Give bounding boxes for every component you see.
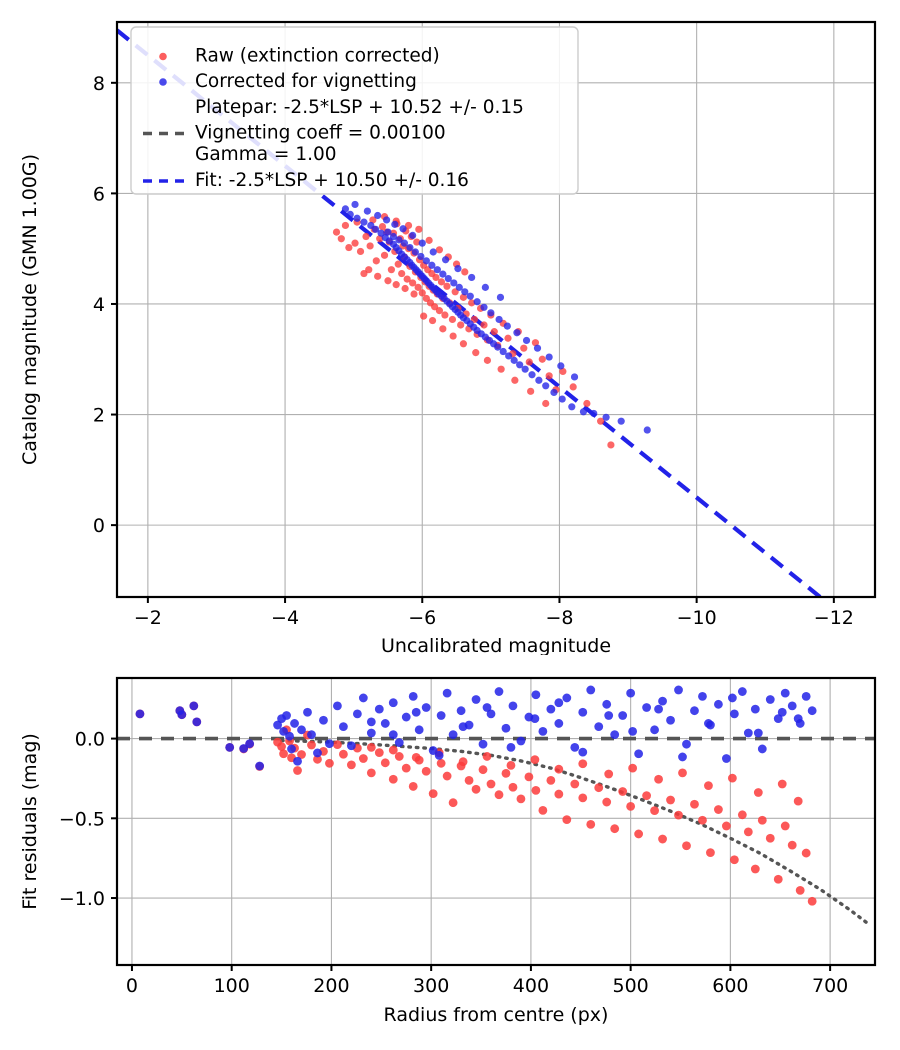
legend-label: Gamma = 1.00	[195, 144, 337, 165]
y-tick-label: 6	[93, 183, 105, 205]
x-tick-label: 400	[513, 975, 549, 997]
legend-label: Corrected for vignetting	[195, 71, 417, 92]
x-tick-label: 100	[214, 975, 250, 997]
top-axes-frame	[115, 20, 877, 599]
x-tick-label: −10	[677, 607, 717, 629]
legend-marker-raw	[159, 52, 167, 61]
magnitude-calibration-plot: −2 −4 −6 −8 −10 −12 0 2 4 6 8 Uncalibrated magnitud…	[19, 20, 877, 655]
y-tick-label: 8	[93, 73, 105, 95]
bottom-panel-svg: 0 100 200 300 400 500 600 700 0.0 −0.5 −1.0 Radius …	[19, 676, 877, 1026]
vignetting-model-curve	[279, 738, 872, 927]
x-tick-label: 600	[712, 975, 748, 997]
top-xlabel: Uncalibrated magnitude	[381, 635, 611, 655]
legend-label: Platepar: -2.5*LSP + 10.52 +/- 0.15	[195, 97, 524, 118]
residual-series-corrected	[135, 685, 817, 771]
bottom-gridlines	[117, 678, 875, 965]
legend-label: Raw (extinction corrected)	[195, 46, 440, 67]
x-tick-label: 300	[413, 975, 449, 997]
x-tick-label: −2	[134, 607, 162, 629]
x-tick-label: −12	[814, 607, 854, 629]
y-tick-label: 4	[93, 294, 105, 316]
x-tick-label: −8	[545, 607, 573, 629]
bottom-xlabel: Radius from centre (px)	[384, 1004, 609, 1026]
bottom-ylabel: Fit residuals (mag)	[19, 733, 41, 910]
legend-label: Fit: -2.5*LSP + 10.50 +/- 0.16	[195, 170, 469, 191]
top-panel-svg: −2 −4 −6 −8 −10 −12 0 2 4 6 8 Uncalibrated magnitud…	[19, 20, 877, 655]
bottom-scatter-points	[135, 685, 817, 906]
x-tick-label: 200	[313, 975, 349, 997]
top-scatter-points	[332, 200, 651, 449]
fit-residuals-plot: 0 100 200 300 400 500 600 700 0.0 −0.5 −1.0 Radius …	[0, 655, 900, 1050]
legend-label: Vignetting coeff = 0.00100	[195, 123, 446, 144]
x-tick-label: 500	[613, 975, 649, 997]
x-tick-label: 700	[812, 975, 848, 997]
legend-marker-corrected	[159, 78, 167, 86]
residual-series-raw	[135, 701, 817, 906]
bottom-axis-ticks: 0 100 200 300 400 500 600 700 0.0 −0.5 −1.0	[59, 729, 848, 997]
top-axis-ticks: −2 −4 −6 −8 −10 −12 0 2 4 6 8	[93, 73, 854, 629]
y-tick-label: −0.5	[59, 808, 105, 830]
series-corrected	[341, 200, 651, 434]
y-tick-label: 0	[93, 515, 105, 537]
y-tick-label: 0.0	[75, 729, 105, 751]
top-ylabel: Catalog magnitude (GMN 1.00G)	[19, 154, 41, 465]
y-tick-label: −1.0	[59, 888, 105, 910]
x-tick-label: −4	[271, 607, 299, 629]
fit-line	[117, 28, 824, 597]
x-tick-label: 0	[126, 975, 138, 997]
bottom-axes-frame	[115, 676, 877, 967]
y-tick-label: 2	[93, 405, 105, 427]
top-legend: Raw (extinction corrected) Corrected for …	[130, 26, 579, 195]
x-tick-label: −6	[408, 607, 436, 629]
